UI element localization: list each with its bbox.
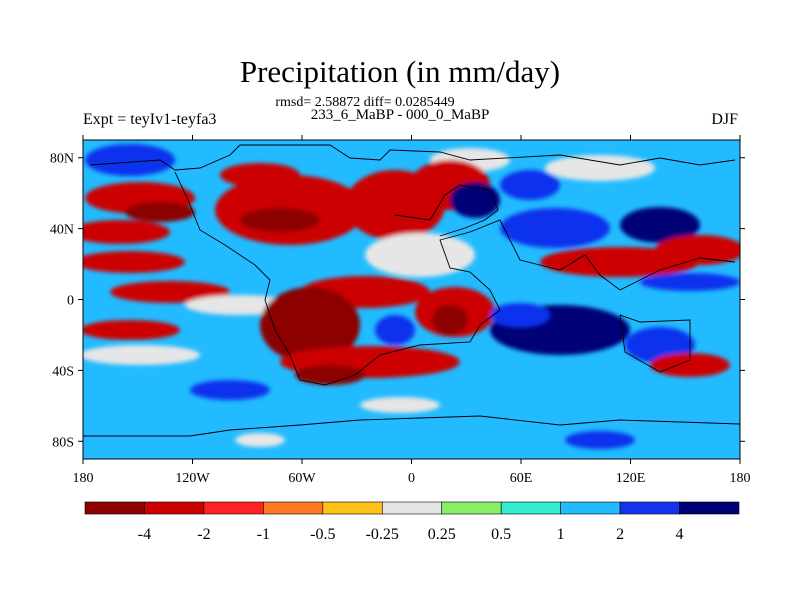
anomaly-patch [655, 235, 740, 265]
latitude-axis: 80N 40N 0 40S 80S [50, 152, 745, 450]
colorbar-swatch [322, 501, 383, 515]
anomaly-patches [83, 144, 740, 449]
anomaly-patch [545, 155, 655, 181]
lon-tick-label: 60W [288, 471, 316, 486]
colorbar-level-label: 2 [616, 526, 624, 543]
anomaly-patch [85, 144, 175, 176]
anomaly-patch [500, 170, 560, 200]
colorbar-swatch [144, 501, 205, 515]
anomaly-patch [650, 353, 730, 377]
colorbar-level-label: 0.25 [428, 526, 456, 543]
anomaly-patch [432, 305, 468, 335]
anomaly-patch [565, 431, 635, 449]
anomaly-patch [260, 287, 360, 363]
map-title: Precipitation (in mm/day) [239, 54, 561, 89]
lon-tick-label: 60E [510, 471, 533, 486]
colorbar-swatch [84, 501, 145, 515]
coastline-antarctic [83, 415, 740, 437]
colorbar-swatch [679, 501, 740, 515]
anomaly-patch [83, 320, 180, 340]
anomaly-patch [190, 380, 270, 400]
lon-tick-label: 0 [408, 471, 415, 486]
colorbar-level-label: 0.5 [491, 526, 511, 543]
lat-tick-label: 80S [52, 435, 74, 450]
lon-tick-label: 120E [616, 471, 646, 486]
colorbar-swatch [203, 501, 264, 515]
lon-tick-label: 120W [175, 471, 210, 486]
anomaly-patch [450, 182, 500, 218]
lat-tick-label: 0 [67, 294, 74, 309]
anomaly-patch [620, 207, 700, 243]
anomaly-patch [490, 303, 550, 327]
colorbar-level-label: 1 [557, 526, 565, 543]
colorbar-level-label: 4 [676, 526, 684, 543]
colorbar-level-label: -4 [138, 526, 151, 543]
anomaly-patch [83, 251, 185, 273]
colorbar-swatch [441, 501, 502, 515]
colorbar-swatch [263, 501, 324, 515]
lat-tick-label: 40S [52, 364, 74, 379]
experiment-label: Expt = teyIv1-teyfa3 [83, 111, 217, 128]
colorbar-swatch [381, 501, 443, 515]
anomaly-patch [500, 208, 610, 248]
anomaly-field [83, 140, 740, 459]
colorbar-level-label: -1 [257, 526, 270, 543]
anomaly-patch [240, 208, 320, 232]
lon-tick-label: 180 [73, 471, 94, 486]
anomaly-patch [235, 433, 285, 447]
anomaly-patch [295, 365, 365, 385]
coastlines [83, 144, 740, 437]
anomaly-patch [110, 281, 230, 303]
coastline-north [89, 144, 736, 171]
coastline-southern [619, 314, 691, 373]
anomaly-patch [375, 315, 415, 345]
colorbar-swatch [619, 501, 680, 515]
anomaly-patch [365, 233, 475, 277]
colorbar-swatch [560, 501, 621, 515]
coastline-tethys [394, 184, 499, 237]
colorbar-level-label: -0.5 [310, 526, 335, 543]
colorbar-level-label: -0.25 [366, 526, 399, 543]
anomaly-patch [83, 345, 200, 365]
season-label: DJF [711, 111, 738, 128]
lat-tick-label: 80N [50, 152, 74, 167]
anomaly-patch [360, 397, 440, 413]
period-comparison: 233_6_MaBP - 000_0_MaBP [310, 107, 490, 123]
longitude-axis: 180 120W 60W 0 60E 120E 180 [73, 135, 751, 486]
colorbar-swatch [500, 501, 561, 515]
lat-tick-label: 40N [50, 223, 74, 238]
colorbar: -4 -2 -1 -0.5 -0.25 0.25 0.5 1 2 4 [84, 501, 740, 543]
anomaly-patch [83, 220, 170, 244]
anomaly-patch [125, 202, 195, 222]
coastline-pangea-north [174, 171, 736, 386]
lon-tick-label: 180 [730, 471, 751, 486]
rmsd-diff-stats: rmsd= 2.58872 diff= 0.0285449 [275, 95, 455, 110]
anomaly-patch [640, 273, 740, 291]
colorbar-level-label: -2 [197, 526, 210, 543]
